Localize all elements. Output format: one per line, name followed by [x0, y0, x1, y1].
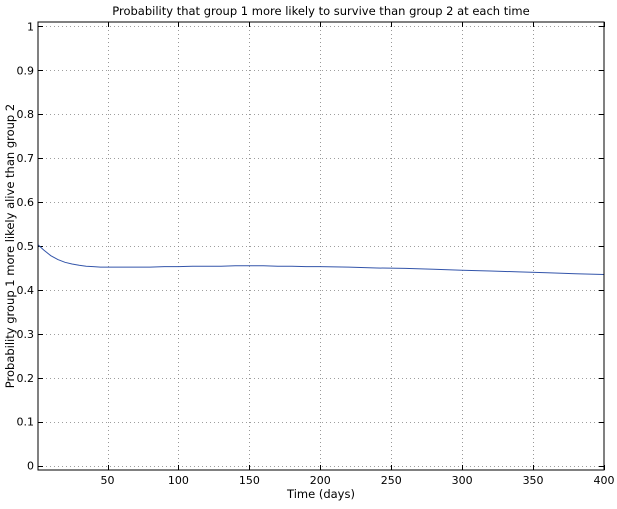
y-tick-labels: 0 0.1 0.2 0.3 0.4 0.5 0.6 0.7 0.8 0.9 1 [17, 20, 35, 472]
y-tick-label: 0.1 [17, 416, 35, 429]
y-tick-label: 0.9 [17, 64, 35, 77]
y-tick-label: 0.4 [17, 284, 35, 297]
y-tick-label: 0.8 [17, 108, 35, 121]
y-tick-label: 0.6 [17, 196, 35, 209]
x-tick-label: 50 [101, 474, 115, 487]
x-tick-label: 150 [239, 474, 260, 487]
y-axis-label: Probability group 1 more likely alive th… [3, 104, 17, 388]
x-axis-label: Time (days) [286, 487, 355, 501]
series-line [37, 244, 605, 275]
x-tick-label: 250 [381, 474, 402, 487]
x-tick-label: 350 [523, 474, 544, 487]
plot-frame [37, 21, 605, 471]
y-tick-label: 1 [27, 20, 34, 33]
y-tick-label: 0 [27, 460, 34, 473]
series [37, 244, 605, 275]
x-tick-label: 400 [594, 474, 615, 487]
x-tick-label: 100 [168, 474, 189, 487]
y-tick-label: 0.7 [17, 152, 35, 165]
x-tick-label: 200 [310, 474, 331, 487]
y-tick-label: 0.2 [17, 372, 35, 385]
chart-title: Probability that group 1 more likely to … [112, 4, 529, 18]
x-tick-label: 300 [452, 474, 473, 487]
x-tick-labels: 50 100 150 200 250 300 350 400 [101, 474, 615, 487]
grid [38, 22, 604, 470]
axis-ticks [38, 22, 605, 470]
y-tick-label: 0.3 [17, 328, 35, 341]
y-tick-label: 0.5 [17, 240, 35, 253]
